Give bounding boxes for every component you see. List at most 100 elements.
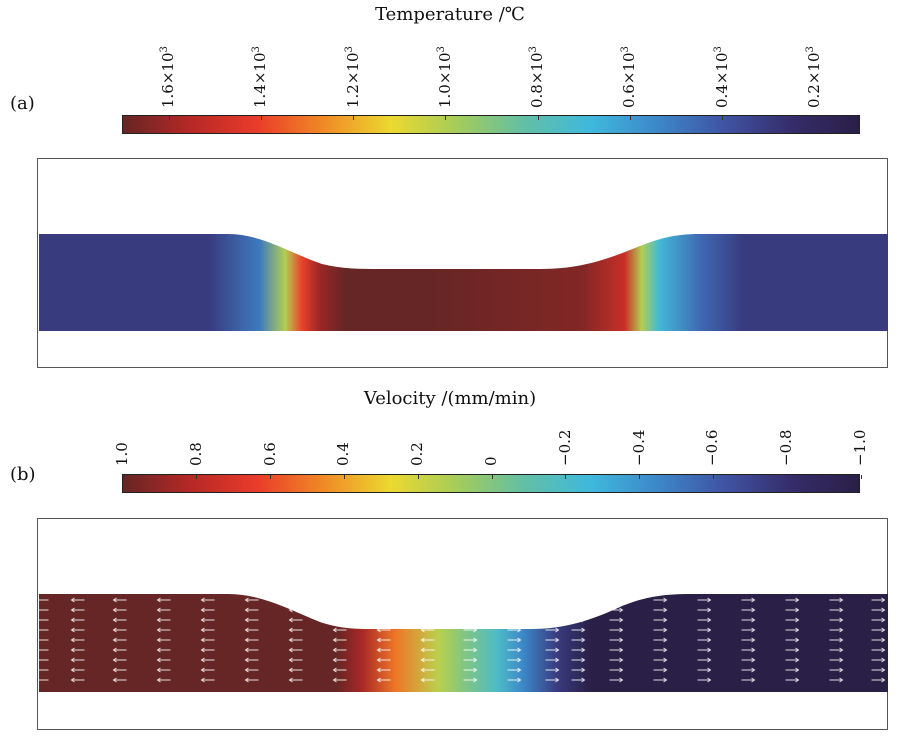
velocity-arrow: [507, 617, 522, 623]
velocity-arrow: [545, 607, 560, 613]
velocity-arrow: [507, 657, 522, 663]
velocity-arrow: [785, 597, 800, 603]
colorbar-tick: [629, 116, 631, 120]
velocity-arrow: [571, 647, 586, 653]
velocity-arrow: [112, 597, 127, 603]
velocity-arrow: [609, 637, 624, 643]
velocity-arrow: [871, 677, 886, 683]
velocity-arrow: [829, 637, 844, 643]
velocity-arrow: [376, 607, 391, 613]
velocity-arrow: [609, 677, 624, 683]
velocity-arrow: [112, 677, 127, 683]
velocity-arrow: [70, 657, 85, 663]
velocity-arrow: [545, 667, 560, 673]
velocity-arrow: [653, 647, 668, 653]
velocity-arrow: [463, 597, 478, 603]
velocity-arrow: [420, 657, 435, 663]
velocity-arrow: [785, 607, 800, 613]
velocity-arrow: [376, 667, 391, 673]
velocity-arrow: [288, 627, 303, 633]
velocity-arrow: [571, 677, 586, 683]
velocity-arrow: [70, 667, 85, 673]
velocity-arrow: [697, 667, 712, 673]
velocity-arrow: [653, 627, 668, 633]
velocity-arrow: [244, 657, 259, 663]
velocity-arrow: [200, 657, 215, 663]
velocity-arrow: [70, 677, 85, 683]
velocity-arrow: [697, 647, 712, 653]
velocity-arrow: [244, 607, 259, 613]
colorbar-tick: [270, 475, 272, 479]
velocity-arrow: [545, 677, 560, 683]
colorbar-tick: [168, 116, 170, 120]
colorbar-tick: [786, 475, 788, 479]
velocity-arrow: [697, 677, 712, 683]
velocity-arrow: [463, 637, 478, 643]
velocity-arrow: [376, 657, 391, 663]
velocity-chart-title: Velocity /(mm/min): [363, 388, 537, 409]
velocity-arrow: [545, 617, 560, 623]
temperature-colorbar: [122, 115, 860, 134]
velocity-arrow: [571, 617, 586, 623]
colorbar-tick: [712, 475, 714, 479]
velocity-arrow: [571, 627, 586, 633]
velocity-arrow: [653, 667, 668, 673]
velocity-arrow: [332, 617, 347, 623]
velocity-arrow: [420, 647, 435, 653]
velocity-arrow: [829, 607, 844, 613]
velocity-arrow: [420, 637, 435, 643]
velocity-arrow: [609, 597, 624, 603]
velocity-arrow: [697, 597, 712, 603]
velocity-arrow: [156, 607, 171, 613]
velocity-arrow: [70, 647, 85, 653]
velocity-arrow: [829, 597, 844, 603]
velocity-arrow: [376, 677, 391, 683]
velocity-arrow: [112, 617, 127, 623]
velocity-arrow: [39, 647, 49, 653]
colorbar-tick: [122, 475, 124, 479]
velocity-arrow: [653, 597, 668, 603]
velocity-arrow: [156, 667, 171, 673]
velocity-arrow: [697, 607, 712, 613]
velocity-arrow: [244, 617, 259, 623]
velocity-arrow: [156, 597, 171, 603]
velocity-arrow: [829, 617, 844, 623]
velocity-arrow: [332, 597, 347, 603]
velocity-arrow: [507, 677, 522, 683]
velocity-arrow: [829, 677, 844, 683]
velocity-arrow: [288, 617, 303, 623]
velocity-arrow: [112, 627, 127, 633]
velocity-arrow: [571, 667, 586, 673]
velocity-arrow: [785, 657, 800, 663]
velocity-arrow: [156, 637, 171, 643]
velocity-arrow: [609, 657, 624, 663]
velocity-arrow: [785, 677, 800, 683]
velocity-arrow: [288, 637, 303, 643]
velocity-arrow: [545, 627, 560, 633]
velocity-arrow: [39, 617, 49, 623]
velocity-arrow: [288, 597, 303, 603]
velocity-arrow: [463, 677, 478, 683]
velocity-arrow: [741, 647, 756, 653]
velocity-arrow: [609, 667, 624, 673]
velocity-arrow: [156, 677, 171, 683]
velocity-arrow: [463, 667, 478, 673]
velocity-arrow: [200, 677, 215, 683]
velocity-arrow: [507, 637, 522, 643]
velocity-arrow: [39, 667, 49, 673]
velocity-arrow: [571, 607, 586, 613]
velocity-arrow: [112, 637, 127, 643]
colorbar-tick: [353, 116, 355, 120]
velocity-arrow: [288, 607, 303, 613]
velocity-arrow: [785, 667, 800, 673]
velocity-arrow: [871, 607, 886, 613]
velocity-arrow: [741, 637, 756, 643]
velocity-colorbar: [122, 474, 862, 493]
velocity-arrow: [332, 607, 347, 613]
velocity-arrow: [463, 617, 478, 623]
velocity-arrow: [871, 647, 886, 653]
velocity-arrow: [741, 597, 756, 603]
velocity-arrow: [463, 607, 478, 613]
colorbar-tick: [860, 475, 862, 479]
